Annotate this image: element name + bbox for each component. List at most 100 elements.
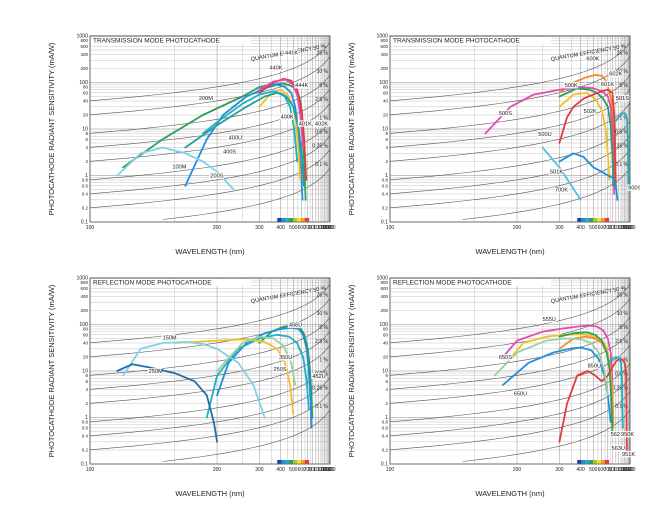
series-line [558,74,616,187]
x-tick-label: 300 [255,467,264,473]
curve-label-backdrop [268,64,283,72]
spectrum-bar-segment [585,460,590,464]
y-tick-label: 4 [385,145,388,150]
y-tick-label: 10 [82,127,88,133]
chart-title: TRANSMISSION MODE PHOTOCATHODE [393,38,521,45]
curve-label-backdrop [297,120,331,127]
curve-label-backdrop [537,131,552,138]
y-tick-label: 100 [379,80,388,86]
x-tick-label: 100 [86,225,95,231]
y-tick-label: 800 [380,280,388,285]
y-tick-label: 0.1 [81,220,88,226]
qe-tick-label: 0.25 % [612,143,628,149]
qe-line [389,363,631,423]
y-tick-label: 60 [83,90,89,95]
chart-title: REFLECTION MODE PHOTOCATHODE [393,280,512,287]
x-tick-label: 1600 [323,225,334,231]
y-tick-label: 800 [380,38,388,43]
x-tick-label: 400 [576,467,585,473]
x-tick-label: 500 [589,225,598,231]
x-tick-label: 500 [589,467,598,473]
curve-label-backdrop [614,95,630,102]
y-tick-label: 80 [83,85,89,90]
qe-line [389,284,631,344]
title-backdrop [91,37,251,44]
y-tick-label: 20 [383,355,389,360]
qe-tick-label: 0.1 % [315,162,328,168]
x-tick-label: 1200 [317,225,328,231]
y-tick-label: 200 [80,66,88,71]
x-tick-label: 1000 [313,225,324,231]
curve-label: 502K [584,109,597,115]
qe-line [162,167,331,220]
curve-label: 200M [199,96,213,102]
curve-label: 456U [289,323,302,329]
curve-label-backdrop [279,113,294,120]
title-backdrop [391,279,551,286]
y-tick-label: 200 [380,66,388,71]
x-tick-label: 600 [298,225,307,231]
curve-label: 440K [269,66,282,72]
qe-tick-label: 0.5 % [315,129,328,135]
curve-label: 900S [628,185,640,191]
qe-tick-label: 1 % [319,115,328,121]
chart-title: REFLECTION MODE PHOTOCATHODE [93,280,212,287]
chart-title: TRANSMISSION MODE PHOTOCATHODE [93,38,221,45]
y-tick-label: 1 [385,173,388,179]
curve-label: 100M [172,165,186,171]
y-tick-label: 0.4 [82,434,89,439]
y-tick-label: 0.6 [82,183,89,188]
series-line [258,78,305,149]
qe-tick-label: 25 % [617,50,629,56]
x-tick-label: 1600 [623,467,634,473]
qe-line [89,330,331,390]
qe-line [162,409,331,462]
y-tick-label: 200 [80,308,88,313]
curve-label-backdrop [287,321,303,329]
y-tick-label: 200 [380,308,388,313]
y-tick-label: 20 [383,113,389,118]
x-tick-label: 600 [598,467,607,473]
curve-label: 444K [295,83,308,89]
series-line [558,331,614,433]
y-tick-label: 4 [85,387,88,392]
y-tick-label: 8 [85,131,88,136]
y-tick-label: 600 [80,286,88,291]
qe-line [89,391,331,451]
y-tick-label: 800 [80,38,88,43]
y-tick-label: 600 [380,286,388,291]
curve-label: 850U [588,363,601,369]
x-tick-label: 1800 [324,467,335,473]
y-tick-label: 0.8 [382,178,389,183]
series-line [173,338,295,415]
y-tick-label: 4 [85,145,88,150]
y-tick-label: 2 [385,401,388,406]
curve-label-backdrop [582,108,598,115]
spectrum-bar-segment [604,218,610,222]
curve-label-backdrop [620,431,635,438]
curve-label-backdrop [497,110,513,117]
spectrum-bar-segment [604,460,610,464]
qe-tick-label: 2.5 % [615,339,628,345]
spectrum-bar-segment [281,460,286,464]
y-tick-label: 20 [83,355,89,360]
qe-line [389,149,631,209]
qe-line [389,298,631,358]
chart-panel-4: QUANTUM EFFICIENCY 50 % 25 % 10 % 5 % 2.5 % 1… [340,270,640,508]
spectrum-bar-segment [296,460,302,464]
x-tick-label: 1400 [320,467,331,473]
qe-line [389,391,631,451]
qe-tick-label: 10 % [617,311,629,317]
y-tick-label: 1 [385,415,388,421]
y-tick-label: 10 [382,127,388,133]
y-tick-label: 1000 [376,276,388,282]
qe-line [389,102,631,162]
curve-label-backdrop [541,315,556,323]
y-tick-label: 1 [85,173,88,179]
y-tick-label: 40 [383,341,389,346]
qe-line [89,149,331,209]
curve-label-backdrop [497,354,513,361]
y-tick-label: 1 [85,415,88,421]
chart-panel-3: QUANTUM EFFICIENCY 50 % 25 % 10 % 5 % 2.5 % 1… [40,270,340,508]
curve-label-backdrop [294,82,309,89]
